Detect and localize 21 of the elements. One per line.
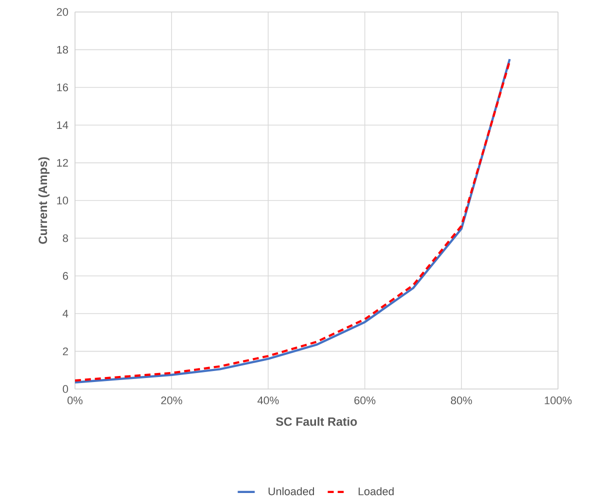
legend-label: Loaded xyxy=(358,487,394,496)
x-tick-label: 20% xyxy=(161,396,182,404)
x-axis-title: SC Fault Ratio xyxy=(276,417,357,426)
x-tick-label: 40% xyxy=(257,396,279,404)
x-tick-label: 100% xyxy=(544,396,572,404)
y-tick-label: 12 xyxy=(57,158,68,167)
x-tick-label: 0% xyxy=(68,396,83,404)
y-tick-label: 4 xyxy=(62,310,68,318)
y-axis-title: Current (Amps) xyxy=(38,157,50,244)
y-tick-label: 18 xyxy=(57,46,68,54)
y-tick-label: 8 xyxy=(62,234,68,242)
x-tick-label: 60% xyxy=(354,396,376,404)
y-tick-label: 16 xyxy=(57,84,68,92)
y-tick-label: 14 xyxy=(57,121,68,129)
y-tick-label: 2 xyxy=(62,347,68,356)
legend-label: Unloaded xyxy=(268,487,314,496)
y-tick-label: 10 xyxy=(57,196,68,204)
y-tick-label: 0 xyxy=(62,385,68,393)
y-tick-label: 20 xyxy=(56,8,68,16)
x-tick-label: 80% xyxy=(450,396,472,404)
y-tick-label: 6 xyxy=(62,272,68,280)
